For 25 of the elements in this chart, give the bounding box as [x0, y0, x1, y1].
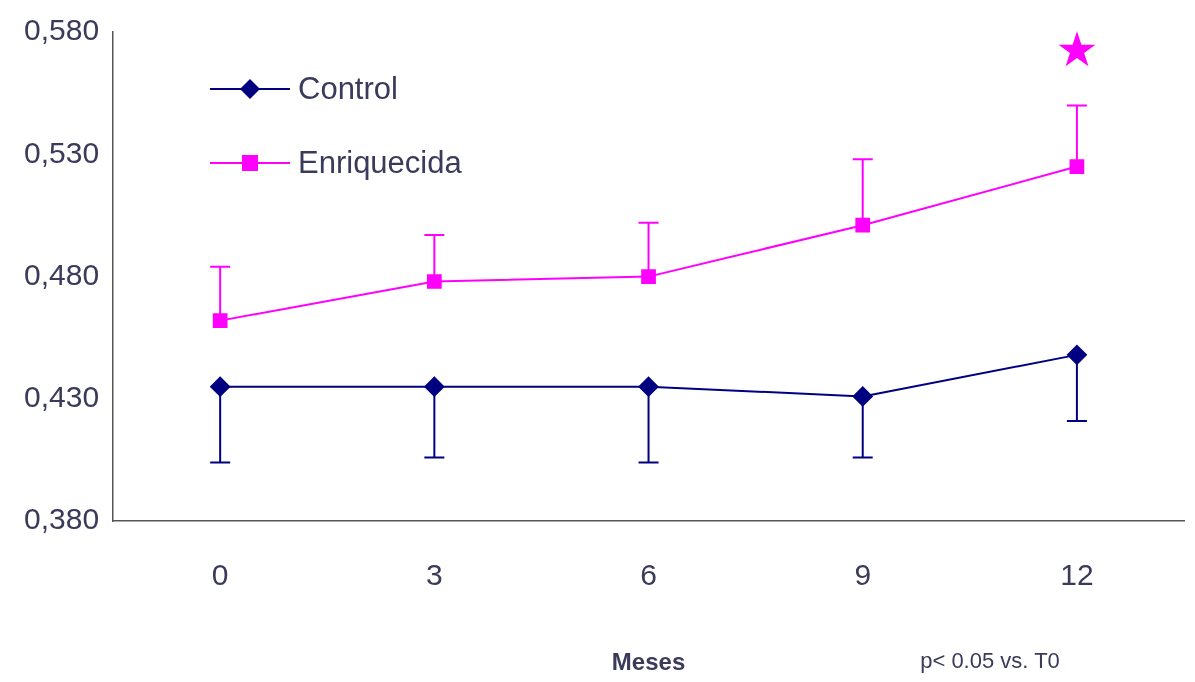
text: p< 0.05 vs. T0	[920, 648, 1060, 674]
legend-label: Enriquecida	[298, 145, 462, 181]
point	[1069, 159, 1085, 174]
point	[855, 217, 871, 233]
point	[212, 313, 228, 328]
point	[210, 376, 231, 397]
y-tick-label: 0,480	[24, 257, 100, 291]
x-tick-label: 3	[426, 558, 443, 592]
y-tick-label: 0,530	[24, 135, 100, 169]
x-tick-label: 12	[1060, 558, 1094, 592]
point	[641, 269, 656, 284]
x-tick-label: 9	[854, 558, 872, 592]
y-tick-label: 0,580	[24, 13, 100, 47]
point	[852, 386, 873, 407]
point	[426, 274, 442, 289]
legend-label: Control	[298, 71, 398, 107]
point	[1066, 344, 1087, 365]
x-tick-label: 0	[211, 558, 229, 592]
y-tick-label: 0,380	[24, 502, 100, 536]
x-tick-label: 6	[640, 558, 657, 592]
annotation: ★	[1055, 21, 1099, 78]
point	[638, 376, 659, 397]
point	[424, 376, 445, 397]
x-axis-title: Meses	[611, 648, 686, 676]
y-tick-label: 0,430	[24, 380, 100, 414]
